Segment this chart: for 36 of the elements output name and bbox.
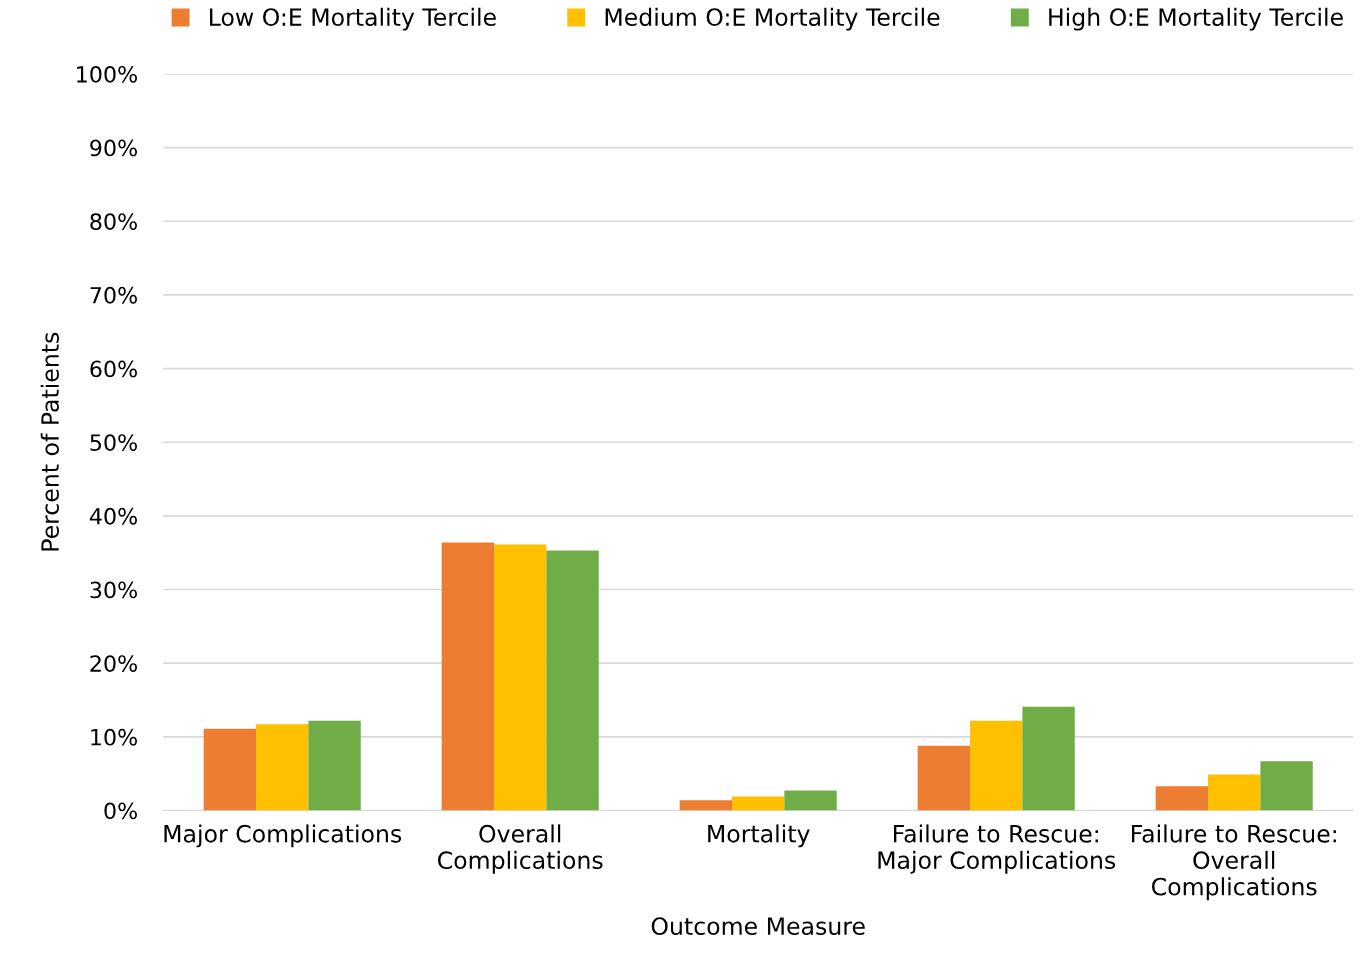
bar xyxy=(1022,706,1075,811)
x-tick-label: Failure to Rescue: Overall Complications xyxy=(1132,824,1336,901)
y-tick-label: 40% xyxy=(89,507,137,525)
y-tick-label: 90% xyxy=(90,139,137,157)
y-tick-label: 70% xyxy=(90,286,137,304)
y-tick-label: 20% xyxy=(90,655,137,672)
bar xyxy=(1208,774,1261,811)
y-axis-title: Percent of Patients xyxy=(40,332,59,551)
x-tick-label: Overall Complications xyxy=(438,824,603,874)
bar xyxy=(203,728,257,811)
y-tick-label: 100% xyxy=(77,65,137,83)
bar xyxy=(1155,786,1209,811)
y-tick-label: 60% xyxy=(90,360,137,378)
bar xyxy=(679,800,733,811)
y-tick-label: 30% xyxy=(90,581,137,599)
bar xyxy=(917,745,971,811)
bar xyxy=(256,724,309,811)
bar xyxy=(1260,761,1313,811)
legend-label: High O:E Mortality Tercile xyxy=(1049,7,1343,31)
y-tick-label: 50% xyxy=(90,434,137,451)
x-tick-label: Failure to Rescue: Major Complications xyxy=(878,824,1116,874)
bar xyxy=(784,790,837,811)
x-tick-label: Mortality xyxy=(708,824,810,848)
x-axis-title: Outcome Measure xyxy=(651,917,865,936)
y-tick-label: 10% xyxy=(91,728,137,746)
bar xyxy=(970,720,1023,811)
bar xyxy=(441,542,495,811)
y-tick-label: 0% xyxy=(104,802,137,820)
legend-label: Medium O:E Mortality Tercile xyxy=(605,7,940,31)
y-tick-label: 80% xyxy=(90,213,137,231)
bar xyxy=(546,550,599,811)
x-tick-label: Major Complications xyxy=(164,824,402,848)
legend-label: Low O:E Mortality Tercile xyxy=(210,7,496,31)
bar xyxy=(732,796,785,811)
bar xyxy=(494,544,547,811)
bar xyxy=(308,720,361,811)
